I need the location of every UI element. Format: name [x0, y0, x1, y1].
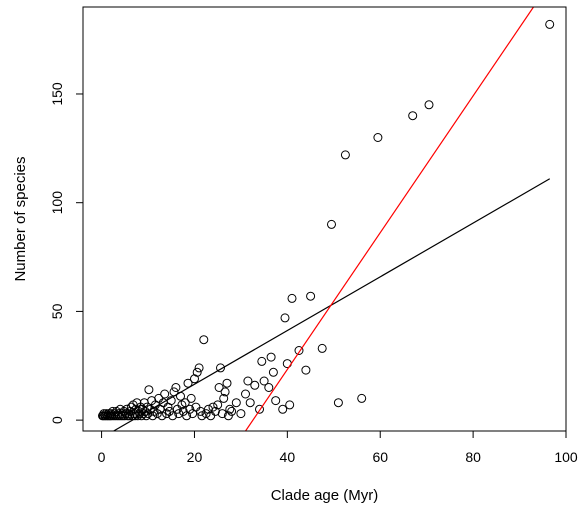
data-point	[231, 398, 241, 408]
data-point	[222, 378, 232, 388]
data-point	[186, 393, 196, 403]
data-point	[171, 383, 181, 392]
data-point	[357, 393, 367, 403]
data-point	[194, 363, 204, 373]
data-point	[408, 111, 418, 121]
data-point	[340, 150, 350, 160]
data-point	[220, 387, 230, 397]
y-axis-label: Number of species	[12, 156, 29, 281]
data-point	[301, 365, 311, 375]
data-point	[214, 383, 224, 392]
data-point	[203, 404, 213, 414]
x-tick-label: 20	[187, 449, 203, 465]
y-tick-label: 100	[49, 191, 65, 215]
data-point	[201, 409, 211, 419]
data-point	[250, 380, 260, 390]
data-point	[271, 396, 281, 406]
data-point	[183, 378, 193, 388]
data-point	[192, 367, 202, 377]
data-point	[241, 389, 250, 399]
data-point	[199, 335, 209, 345]
data-point	[216, 363, 225, 373]
x-tick-label: 0	[98, 449, 106, 465]
data-point	[280, 313, 290, 323]
data-point	[294, 346, 304, 355]
data-point	[144, 385, 154, 395]
chart-axes: 0 20 40 60 80 100 0 50 100 150	[49, 6, 578, 465]
x-tick-label: 40	[280, 449, 296, 465]
data-point	[227, 406, 237, 416]
data-point	[148, 411, 158, 421]
data-point	[157, 411, 167, 421]
data-point	[243, 376, 253, 386]
data-point	[236, 409, 246, 419]
x-axis-label: Clade age (Myr)	[271, 487, 379, 504]
data-point	[285, 400, 295, 410]
chart-marks	[98, 7, 555, 431]
data-point	[333, 398, 343, 408]
data-point	[327, 219, 336, 229]
plot-frame	[82, 6, 567, 432]
y-tick-label: 150	[49, 82, 65, 106]
data-point	[255, 404, 264, 414]
data-point	[264, 383, 274, 392]
y-tick-label: 50	[49, 303, 65, 319]
fit-line-red	[245, 7, 534, 431]
x-tick-label: 100	[554, 449, 578, 465]
x-tick-label: 80	[465, 449, 481, 465]
data-point	[168, 411, 178, 421]
data-point	[197, 411, 207, 421]
data-point	[259, 376, 269, 386]
data-point	[424, 100, 434, 110]
data-point	[266, 352, 276, 362]
data-point	[245, 398, 255, 408]
data-point	[190, 374, 199, 384]
data-point	[180, 398, 190, 408]
data-point	[306, 291, 316, 301]
y-tick-label: 0	[49, 416, 65, 424]
data-point	[268, 367, 278, 377]
data-point	[317, 343, 327, 353]
data-point	[160, 389, 170, 399]
data-point	[208, 402, 218, 412]
data-point	[210, 406, 220, 416]
data-point	[213, 400, 223, 410]
data-point	[278, 404, 288, 414]
data-point	[162, 409, 172, 419]
data-point	[287, 293, 297, 303]
data-point	[373, 133, 383, 142]
data-point	[257, 356, 267, 366]
data-point	[225, 404, 235, 414]
data-point	[217, 409, 227, 419]
x-tick-label: 60	[372, 449, 388, 465]
data-point	[140, 406, 150, 416]
data-point	[219, 393, 229, 403]
data-point	[545, 19, 555, 29]
